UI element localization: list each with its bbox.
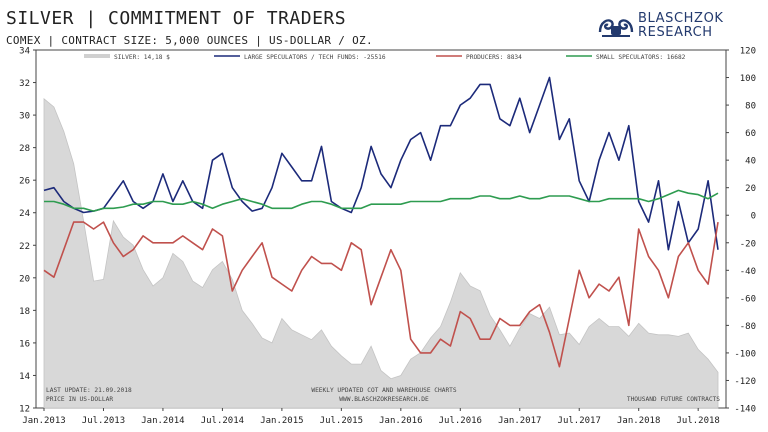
x-axis-tick-label: Jul.2014 <box>201 416 244 426</box>
left-axis: 12 14 16 18 20 22 24 26 28 30 32 34 <box>19 47 36 415</box>
right-axis-tick-label: 100 <box>740 74 756 84</box>
brand-logo: BLASCHZOK RESEARCH <box>598 10 758 44</box>
left-axis-tick-label: 34 <box>19 47 30 57</box>
chart-subtitle: COMEX | CONTRACT SIZE: 5,000 OUNCES | US… <box>6 34 373 47</box>
right-axis-tick-label: 120 <box>740 47 756 57</box>
left-axis-tick-label: 12 <box>19 405 30 415</box>
chart-title: SILVER | COMMITMENT OF TRADERS <box>6 8 347 29</box>
left-axis-tick-label: 20 <box>19 274 30 284</box>
x-axis-tick-label: Jul.2016 <box>439 416 482 426</box>
left-axis-tick-label: 30 <box>19 112 30 122</box>
x-axis-tick-label: Jan.2015 <box>260 416 303 426</box>
right-axis-tick-label: -20 <box>740 239 756 249</box>
plot-area <box>35 49 727 409</box>
left-axis-tick-label: 32 <box>19 79 30 89</box>
x-axis-tick-label: Jul.2017 <box>558 416 601 426</box>
right-axis-tick-label: -60 <box>740 294 756 304</box>
series-silver-price-area <box>43 97 719 409</box>
legend: SILVER: 14,18 $ LARGE SPECULATORS / TECH … <box>84 54 686 61</box>
right-axis-tick-label: 40 <box>745 157 756 167</box>
x-axis-tick-label: Jan.2017 <box>498 416 541 426</box>
note-last-update: LAST UPDATE: 21.09.2018 <box>46 387 132 394</box>
note-price: PRICE IN US-DOLLAR <box>46 396 113 403</box>
x-axis-tick-label: Jan.2013 <box>22 416 65 426</box>
annotations: LAST UPDATE: 21.09.2018 PRICE IN US-DOLLA… <box>46 387 720 403</box>
right-axis-tick-label: 20 <box>745 184 756 194</box>
left-axis-tick-label: 18 <box>19 307 30 317</box>
legend-label: SILVER: 14,18 $ <box>114 54 170 61</box>
series-line-3 <box>44 189 719 212</box>
right-axis-tick-label: -120 <box>734 377 756 387</box>
right-axis-tick-label: 60 <box>745 129 756 139</box>
right-axis-tick-label: 80 <box>745 102 756 112</box>
right-axis-tick-label: -40 <box>740 267 756 277</box>
x-axis-tick-label: Jul.2018 <box>676 416 719 426</box>
brand-line-1: BLASCHZOK <box>638 11 724 26</box>
series-line-1 <box>43 76 719 251</box>
x-axis: Jan.2013 Jul.2013 Jan.2014 Jul.2014 Jan.2015… <box>22 408 720 426</box>
right-axis-tick-label: 0 <box>751 212 756 222</box>
brand-line-2: RESEARCH <box>638 25 713 40</box>
left-axis-tick-label: 28 <box>19 144 30 154</box>
bull-bear-logo-icon <box>598 19 634 37</box>
right-axis: -140 -120 -100 -80 -60 -40 -20 0 20 40 60 80 100 120 <box>726 47 756 415</box>
right-axis-tick-label: -100 <box>734 349 756 359</box>
legend-label: SMALL SPECULATORS: 16682 <box>596 54 686 61</box>
note-website: WWW.BLASCHZOKRESEARCH.DE <box>339 396 429 403</box>
legend-label: LARGE SPECULATORS / TECH FUNDS: -25516 <box>244 54 386 61</box>
x-axis-tick-label: Jul.2015 <box>320 416 363 426</box>
left-axis-tick-label: 24 <box>19 209 30 219</box>
x-axis-tick-label: Jan.2014 <box>141 416 184 426</box>
right-axis-tick-label: -140 <box>734 405 756 415</box>
note-contracts: THOUSAND FUTURE CONTRACTS <box>627 396 720 403</box>
x-axis-tick-label: Jul.2013 <box>82 416 125 426</box>
note-weekly: WEEKLY UPDATED COT AND WAREHOUSE CHARTS <box>311 387 457 394</box>
series-line-2 <box>43 221 719 368</box>
left-axis-tick-label: 14 <box>19 372 30 382</box>
left-axis-tick-label: 16 <box>19 339 30 349</box>
x-axis-tick-label: Jan.2018 <box>617 416 660 426</box>
left-axis-tick-label: 26 <box>19 177 30 187</box>
left-axis-tick-label: 22 <box>19 242 30 252</box>
brand-name: BLASCHZOK RESEARCH <box>638 12 724 40</box>
legend-label: PRODUCERS: 8834 <box>466 54 522 61</box>
x-axis-tick-label: Jan.2016 <box>379 416 422 426</box>
right-axis-tick-label: -80 <box>740 322 756 332</box>
